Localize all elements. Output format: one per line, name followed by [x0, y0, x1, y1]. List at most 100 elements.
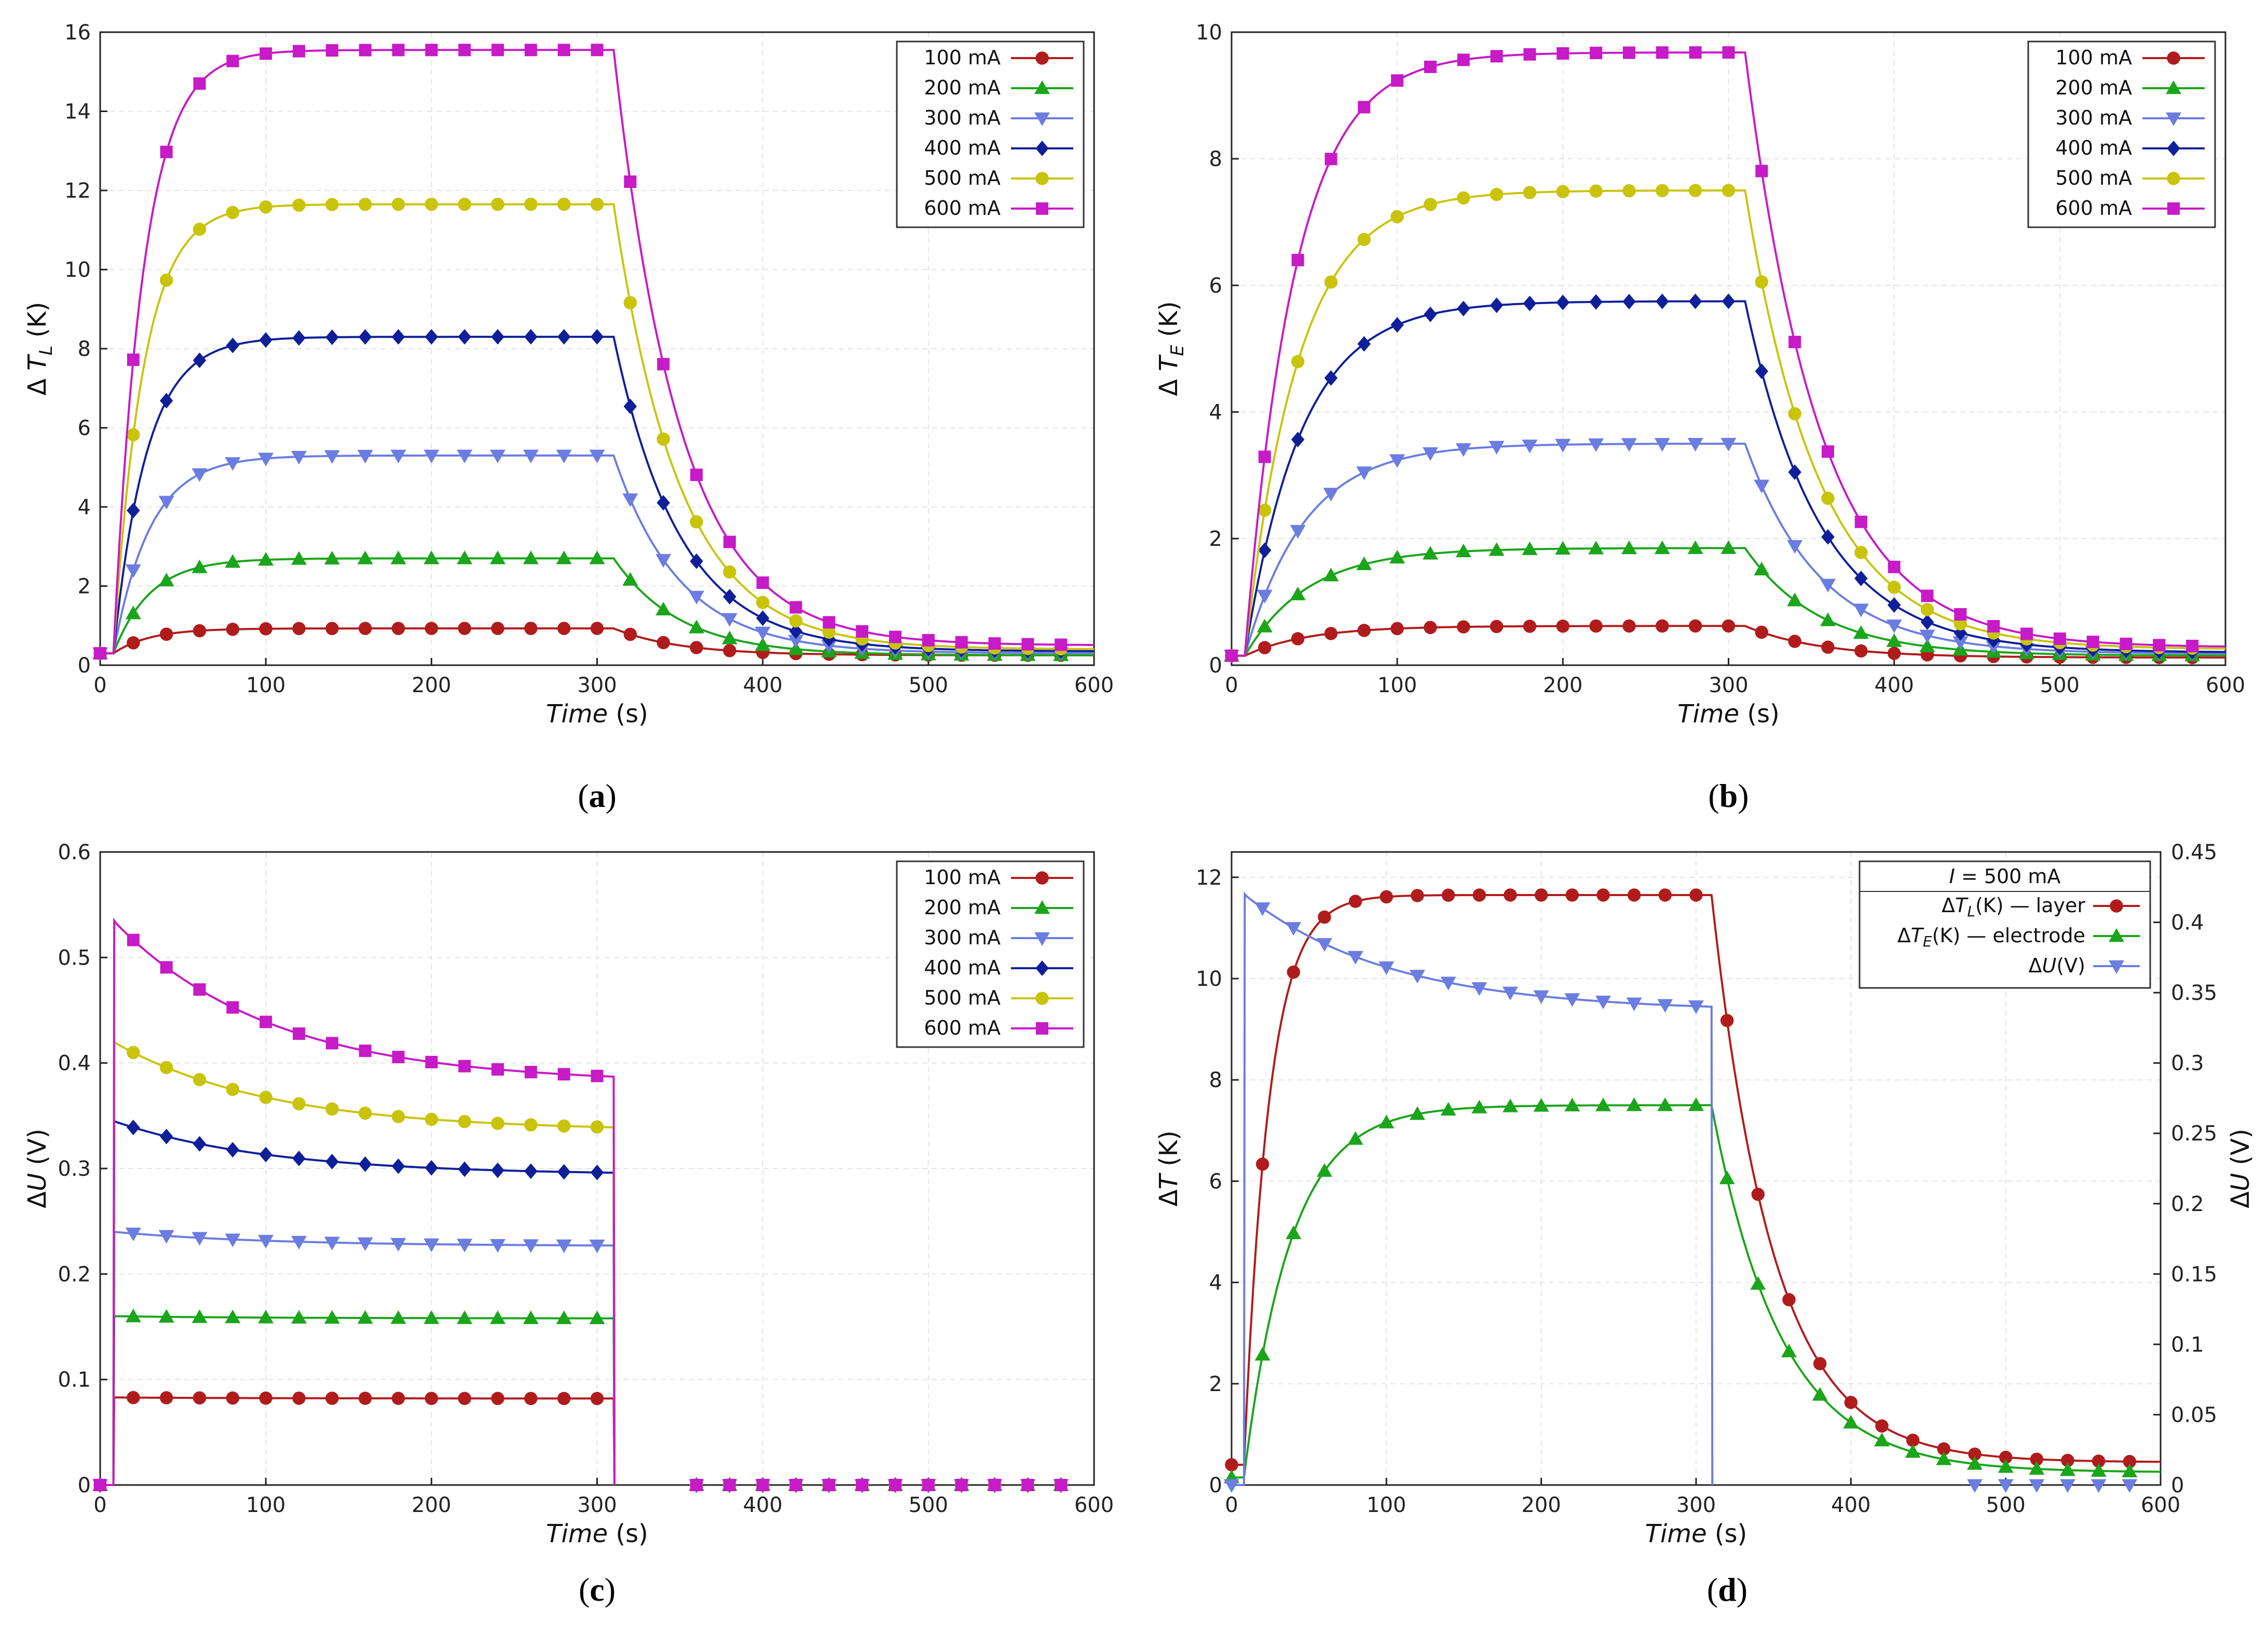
x-tick-label: 200: [412, 1493, 451, 1517]
data-point: [1556, 185, 1570, 198]
data-point: [655, 601, 672, 615]
data-point: [689, 590, 704, 604]
data-point: [1854, 546, 1868, 559]
data-point: [756, 1479, 769, 1491]
data-point: [226, 205, 240, 219]
data-point: [1782, 1293, 1796, 1307]
data-point: [756, 596, 770, 609]
x-tick-label: 100: [246, 1493, 285, 1517]
data-point: [259, 200, 272, 214]
data-point: [1055, 1479, 1068, 1491]
data-point: [589, 551, 605, 565]
data-point: [1843, 1414, 1859, 1429]
data-point: [1258, 542, 1272, 558]
x-tick-label: 300: [577, 1493, 617, 1517]
y-tick-label: 2: [1209, 527, 1222, 551]
data-point: [1720, 540, 1737, 554]
series-1: [1225, 619, 2225, 664]
data-point: [1887, 581, 1901, 594]
data-point: [1967, 1479, 1983, 1493]
y-tick-label: 14: [64, 100, 91, 124]
data-point: [1688, 184, 1702, 197]
data-point: [1356, 556, 1372, 570]
data-point: [1256, 618, 1273, 633]
data-point: [524, 1118, 538, 1132]
data-point: [788, 635, 804, 649]
data-point: [657, 358, 670, 370]
data-point: [723, 1479, 736, 1491]
data-point: [193, 624, 207, 638]
data-point: [1424, 60, 1437, 73]
legend: 100 mA 200 mA 300 mA 400 mA 500 mA 600 mA: [896, 860, 1085, 1048]
data-point: [491, 1063, 504, 1076]
data-point: [1588, 541, 1604, 555]
data-point: [1502, 1098, 1518, 1112]
data-point: [291, 450, 307, 465]
data-point: [1324, 153, 1337, 166]
data-point: [1410, 970, 1425, 984]
data-point: [291, 551, 307, 565]
series-4: [93, 1119, 1068, 1493]
data-point: [1820, 579, 1836, 593]
data-point: [1813, 1357, 1827, 1370]
data-point: [1555, 541, 1571, 555]
data-point: [1522, 541, 1538, 555]
data-point: [490, 449, 505, 463]
data-point: [457, 1310, 473, 1324]
data-point: [1626, 997, 1642, 1011]
legend-label: ΔTL(K) — layer: [1942, 894, 2085, 920]
data-point: [1920, 603, 1934, 616]
data-point: [127, 1391, 140, 1405]
legend-title: I = 500 mA: [1949, 865, 2061, 888]
data-point: [589, 1240, 605, 1254]
data-point: [359, 1044, 372, 1057]
data-point: [1788, 635, 1801, 648]
data-point: [324, 450, 340, 464]
legend-label: 600 mA: [924, 197, 1001, 219]
data-point: [1622, 619, 1636, 633]
data-point: [226, 1001, 239, 1014]
data-point: [1457, 53, 1470, 66]
data-point: [2123, 1455, 2137, 1468]
data-point: [491, 622, 504, 635]
data-point: [226, 1142, 240, 1158]
x-tick-label: 400: [1831, 1493, 1870, 1517]
data-point: [1689, 888, 1703, 902]
data-point: [1286, 922, 1302, 936]
data-point: [1564, 993, 1580, 1007]
data-point: [1937, 1442, 1951, 1456]
data-point: [226, 337, 240, 353]
data-point: [358, 1106, 372, 1120]
data-point: [358, 622, 372, 635]
y-axis-label: ΔT (K): [1154, 1131, 1183, 1206]
data-point: [159, 627, 173, 641]
data-point: [259, 1147, 272, 1163]
series-1: [1225, 888, 2161, 1472]
data-point: [955, 636, 968, 649]
data-point: [1323, 488, 1339, 502]
data-point: [193, 1073, 207, 1087]
data-point: [1347, 951, 1363, 965]
x-tick-label: 0: [1225, 1493, 1238, 1517]
data-point: [192, 1232, 208, 1246]
x-tick-label: 0: [93, 1493, 106, 1517]
data-point: [127, 1119, 140, 1135]
data-point: [823, 616, 836, 629]
series-2: [92, 551, 1094, 661]
legend-label: 600 mA: [2055, 197, 2132, 219]
data-point: [723, 565, 736, 579]
panel-c: 0 100 200 300 400 500 600 0 0.1 0.2 0.3 0.4 0.5 0.6 Ti…: [23, 841, 1114, 1608]
data-point: [1256, 589, 1273, 603]
data-point: [358, 198, 372, 211]
data-point: [1627, 888, 1641, 902]
data-point: [1457, 191, 1470, 205]
x-tick-label: 500: [909, 673, 948, 697]
data-point: [723, 535, 736, 548]
data-point: [259, 622, 272, 636]
x-tick-label: 500: [909, 1493, 948, 1517]
data-point: [1595, 1097, 1611, 1111]
data-point: [1987, 620, 2000, 633]
data-point: [1254, 1346, 1270, 1361]
data-point: [2029, 1461, 2045, 1475]
data-point: [1291, 632, 1305, 645]
